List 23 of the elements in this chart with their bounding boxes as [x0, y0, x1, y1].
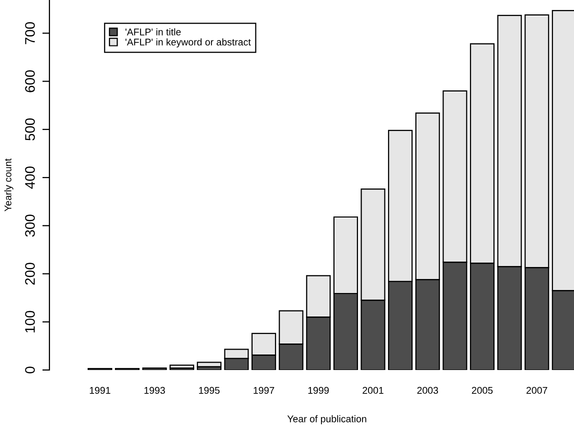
y-tick-label: 200	[25, 262, 35, 285]
x-tick-label: 1993	[144, 386, 165, 394]
y-tick-label: 600	[25, 70, 35, 92]
y-axis-title: Yearly count	[4, 158, 14, 212]
bar	[196, 362, 222, 368]
y-tick-label: 500	[25, 118, 35, 140]
bar	[170, 364, 194, 369]
x-tick-label: 2007	[526, 386, 548, 394]
legend-label: 'AFLP' in keyword or abstract	[126, 38, 251, 48]
x-tick-label: 2005	[472, 386, 493, 394]
y-tick-label: 0	[25, 366, 35, 374]
x-tick-label: 1997	[254, 386, 274, 394]
y-tick-label: 700	[25, 22, 35, 44]
x-tick-label: 1995	[199, 386, 220, 394]
x-tick-label: 2001	[362, 386, 384, 394]
x-axis-title: Year of publication	[287, 415, 366, 424]
x-tick-label: 1999	[308, 386, 329, 394]
y-tick-label: 100	[25, 310, 35, 332]
x-tick-label: 1991	[90, 386, 110, 394]
y-tick-label: 400	[25, 166, 35, 189]
legend-label: 'AFLP' in title	[126, 28, 181, 36]
x-tick-label: 2003	[417, 386, 438, 394]
y-tick-label: 300	[25, 214, 35, 237]
